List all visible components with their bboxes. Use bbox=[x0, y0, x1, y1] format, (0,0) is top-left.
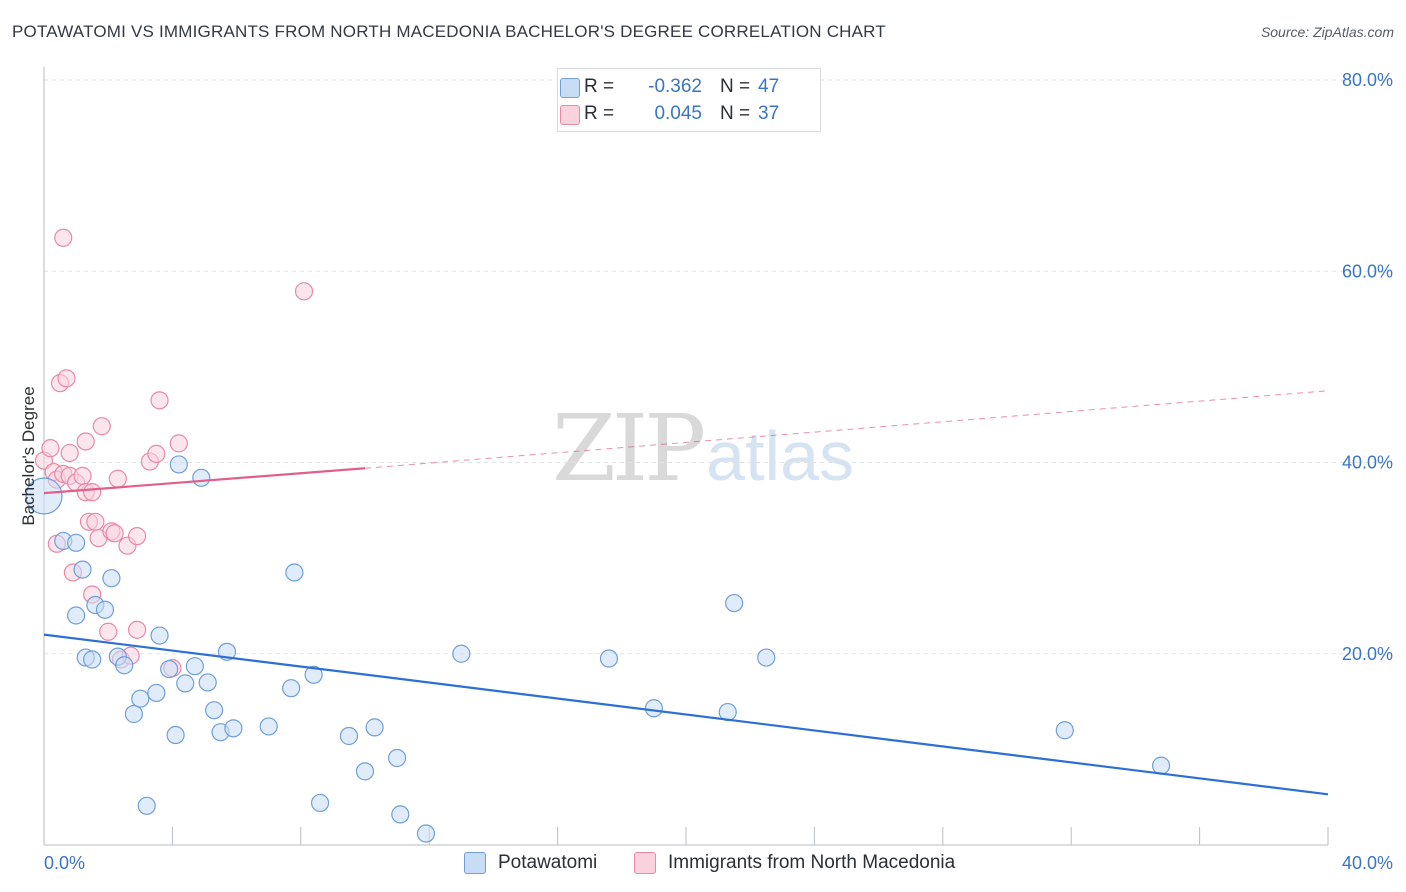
point-potawatomi bbox=[310, 793, 330, 813]
trend-line-immigrants-extension bbox=[364, 390, 1329, 469]
point-immigrants bbox=[54, 228, 73, 247]
point-potawatomi bbox=[137, 796, 156, 815]
point-immigrants bbox=[150, 391, 169, 410]
point-immigrants bbox=[169, 434, 188, 453]
point-immigrants bbox=[92, 417, 111, 436]
trend-line-immigrants bbox=[43, 467, 366, 495]
point-potawatomi bbox=[160, 659, 179, 679]
y-tick-label: 60.0% bbox=[1342, 261, 1393, 281]
point-potawatomi bbox=[198, 673, 217, 692]
point-potawatomi bbox=[185, 657, 204, 676]
point-potawatomi bbox=[391, 805, 410, 824]
point-potawatomi bbox=[599, 649, 619, 668]
point-potawatomi bbox=[25, 477, 63, 515]
legend-n-label: N = bbox=[720, 103, 751, 124]
correlation-legend: R = -0.362 N = 47 R = 0.045 N = 37 bbox=[557, 68, 821, 132]
point-immigrants bbox=[73, 466, 92, 485]
point-potawatomi bbox=[725, 593, 744, 613]
point-immigrants bbox=[60, 443, 79, 463]
point-potawatomi bbox=[102, 569, 121, 588]
legend-swatch-potawatomi bbox=[560, 78, 580, 98]
point-potawatomi bbox=[66, 533, 86, 552]
point-potawatomi bbox=[355, 762, 375, 781]
axis-labels: 20.0% 40.0% 60.0% 80.0% 0.0% 40.0% Bachelor's … bbox=[19, 70, 1393, 873]
point-potawatomi bbox=[147, 683, 166, 703]
legend-r-value: -0.362 bbox=[648, 76, 702, 97]
point-potawatomi bbox=[1151, 756, 1171, 775]
point-immigrants bbox=[76, 432, 95, 451]
legend-item-immigrants[interactable]: Immigrants from North Macedonia bbox=[634, 852, 955, 874]
point-potawatomi bbox=[83, 650, 102, 669]
legend-n-value: 37 bbox=[758, 103, 780, 124]
x-tick-label: 40.0% bbox=[1342, 853, 1393, 873]
point-immigrants bbox=[127, 620, 147, 639]
x-tick-label: 0.0% bbox=[44, 853, 85, 873]
point-potawatomi bbox=[224, 719, 243, 738]
point-potawatomi bbox=[416, 824, 436, 843]
point-immigrants bbox=[127, 527, 147, 546]
legend-n-value: 47 bbox=[758, 76, 780, 97]
point-immigrants bbox=[57, 369, 76, 388]
legend-row-immigrants: R = 0.045 N = 37 bbox=[560, 102, 780, 126]
point-potawatomi bbox=[365, 718, 384, 737]
legend-r-label: R = bbox=[584, 103, 615, 124]
point-immigrants bbox=[86, 512, 105, 531]
point-potawatomi bbox=[124, 704, 143, 724]
point-immigrants bbox=[83, 483, 102, 502]
trend-lines bbox=[43, 390, 1329, 796]
legend-row-potawatomi: R = -0.362 N = 47 bbox=[560, 75, 780, 99]
point-potawatomi bbox=[304, 665, 323, 684]
point-potawatomi bbox=[95, 600, 115, 619]
grid bbox=[44, 79, 1392, 655]
legend-label-potawatomi: Potawatomi bbox=[498, 852, 598, 873]
point-potawatomi bbox=[1055, 721, 1074, 740]
point-potawatomi bbox=[73, 560, 92, 579]
point-potawatomi bbox=[192, 468, 211, 487]
point-potawatomi bbox=[115, 656, 134, 675]
point-potawatomi bbox=[66, 606, 86, 625]
legend-label-immigrants: Immigrants from North Macedonia bbox=[668, 852, 956, 873]
point-potawatomi bbox=[176, 674, 195, 693]
point-immigrants bbox=[294, 282, 314, 301]
y-tick-label: 40.0% bbox=[1342, 453, 1393, 473]
point-potawatomi bbox=[169, 455, 188, 474]
point-immigrants bbox=[108, 469, 127, 488]
y-axis-label: Bachelor's Degree bbox=[19, 386, 38, 525]
point-immigrants bbox=[99, 622, 118, 641]
y-tick-label: 20.0% bbox=[1342, 644, 1393, 664]
source-label: Source: ZipAtlas.com bbox=[1260, 24, 1394, 40]
point-potawatomi bbox=[757, 648, 776, 667]
legend-swatch-immigrants bbox=[634, 852, 656, 874]
legend-r-label: R = bbox=[584, 76, 615, 97]
point-immigrants bbox=[41, 439, 60, 458]
point-potawatomi bbox=[259, 717, 278, 736]
point-immigrants bbox=[105, 524, 124, 543]
legend-n-label: N = bbox=[720, 76, 751, 97]
legend-r-value: 0.045 bbox=[654, 103, 702, 124]
y-tick-label: 80.0% bbox=[1342, 70, 1393, 90]
point-potawatomi bbox=[339, 726, 359, 746]
point-potawatomi bbox=[150, 626, 169, 645]
legend-item-potawatomi[interactable]: Potawatomi bbox=[464, 852, 597, 874]
point-potawatomi bbox=[282, 679, 301, 698]
series-legend: Potawatomi Immigrants from North Macedon… bbox=[0, 852, 1406, 878]
point-potawatomi bbox=[285, 563, 304, 582]
legend-swatch-potawatomi bbox=[464, 852, 486, 874]
series-potawatomi bbox=[25, 455, 1171, 843]
chart-title: POTAWATOMI VS IMMIGRANTS FROM NORTH MACE… bbox=[12, 22, 886, 41]
point-potawatomi bbox=[388, 748, 407, 768]
point-potawatomi bbox=[205, 701, 224, 720]
legend-swatch-immigrants bbox=[560, 105, 580, 125]
trend-line-potawatomi bbox=[43, 633, 1329, 796]
point-potawatomi bbox=[644, 699, 664, 718]
point-immigrants bbox=[147, 444, 166, 463]
point-potawatomi bbox=[166, 725, 185, 745]
point-potawatomi bbox=[131, 689, 150, 708]
point-potawatomi bbox=[452, 644, 471, 663]
